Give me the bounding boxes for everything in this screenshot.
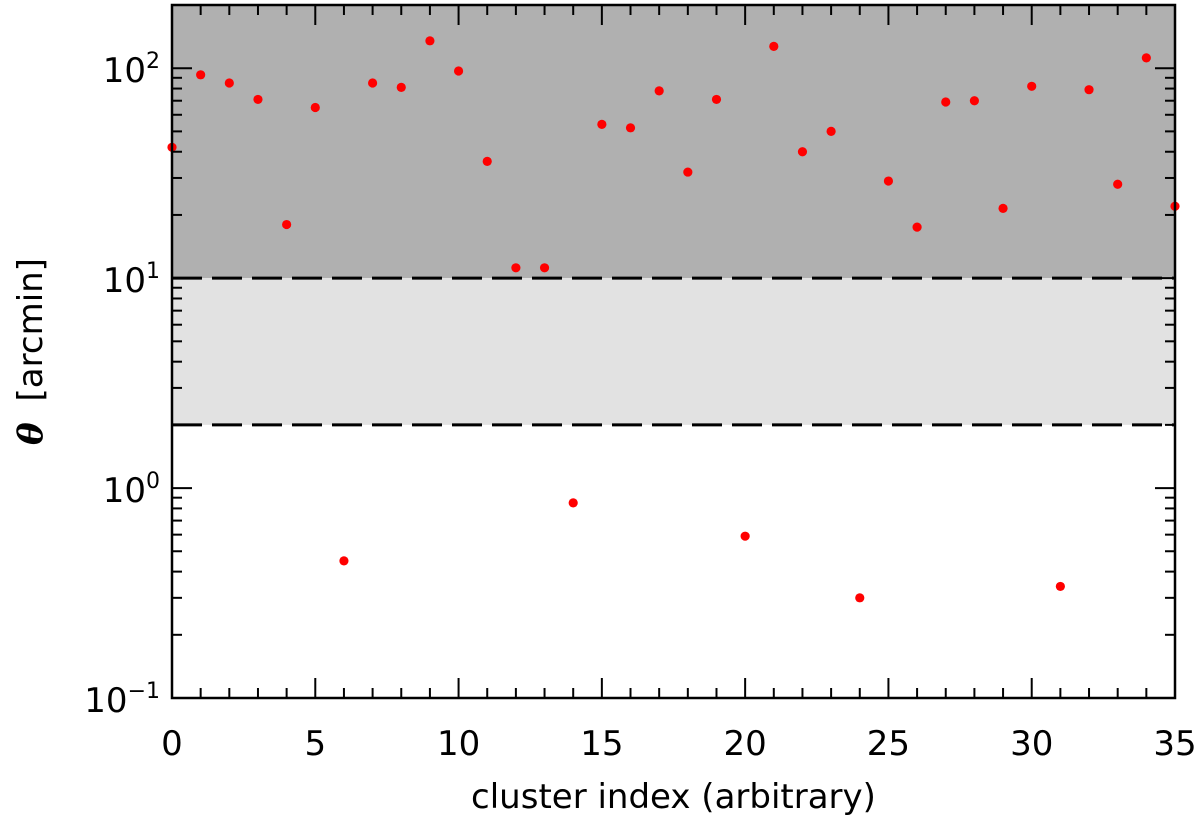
x-tick-label: 5	[304, 724, 326, 764]
data-point	[310, 102, 320, 113]
data-point	[883, 176, 894, 186]
data-point	[654, 86, 664, 96]
data-point	[969, 96, 980, 106]
data-point	[511, 263, 521, 273]
data-point	[769, 41, 779, 52]
data-point	[539, 263, 550, 273]
y-tick-label: 100	[103, 469, 160, 511]
plot-frame	[170, 3, 1177, 700]
data-point	[855, 593, 865, 603]
data-point	[482, 156, 492, 166]
y-axis-unit: [arcmin]	[11, 258, 51, 401]
data-point	[625, 123, 636, 133]
x-axis-label: cluster index (arbitrary)	[471, 777, 876, 817]
data-point	[453, 66, 464, 76]
x-tick-label: 10	[437, 724, 480, 764]
y-tick-label: 101	[103, 259, 160, 301]
shaded-bands	[172, 5, 1175, 425]
data-point	[998, 203, 1008, 213]
data-point	[253, 94, 263, 105]
data-point	[396, 82, 406, 93]
x-tick-label: 30	[1010, 724, 1053, 764]
x-tick-label: 35	[1153, 724, 1196, 764]
data-point	[339, 556, 349, 566]
data-point	[568, 498, 578, 508]
data-point	[196, 70, 206, 80]
data-point	[425, 36, 435, 46]
x-tick-label: 15	[580, 724, 623, 764]
data-point	[1055, 581, 1065, 592]
data-points	[167, 36, 1180, 603]
data-point	[797, 147, 808, 157]
y-tick-labels: 10−1 100 101 102	[84, 49, 160, 721]
data-point	[711, 94, 722, 105]
axis-ticks	[171, 4, 1176, 699]
x-tick-label: 0	[161, 724, 183, 764]
x-tick-label: 25	[867, 724, 910, 764]
data-point	[683, 167, 693, 177]
x-tick-label: 20	[724, 724, 767, 764]
data-point	[1027, 81, 1037, 91]
y-axis-symbol: θ	[11, 422, 51, 445]
data-point	[941, 97, 951, 107]
y-tick-label: 102	[103, 49, 160, 91]
y-tick-label: 10−1	[84, 679, 160, 721]
data-point	[597, 119, 607, 129]
x-tick-labels: 0 5 10 15 20 25 30 35	[161, 724, 1196, 764]
light-band	[172, 278, 1175, 425]
data-point	[826, 126, 836, 136]
data-point	[1141, 53, 1151, 63]
data-point	[912, 222, 922, 232]
dark-band	[172, 5, 1175, 279]
reference-lines	[172, 276, 1175, 427]
data-point	[1113, 179, 1123, 189]
data-point	[740, 531, 750, 541]
data-point	[224, 78, 234, 88]
data-point	[282, 219, 292, 230]
data-point	[368, 78, 378, 88]
y-axis-label: θ [arcmin]	[11, 258, 51, 445]
data-point	[1084, 85, 1094, 95]
